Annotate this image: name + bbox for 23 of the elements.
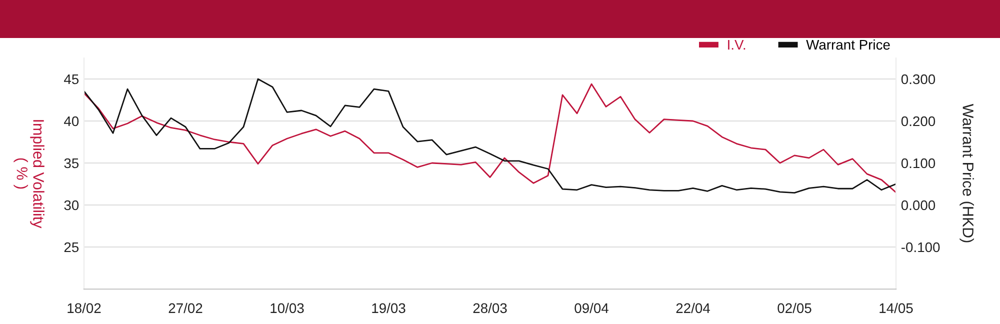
y-tick-label: 40 — [64, 116, 79, 126]
x-tick-label: 27/02 — [168, 302, 202, 314]
y2-tick-label: 0.100 — [901, 158, 936, 168]
y-tick-label: 35 — [64, 158, 79, 168]
x-tick-label: 10/03 — [270, 302, 304, 314]
legend-label: I.V. — [728, 40, 746, 50]
y-tick-label: 25 — [64, 242, 79, 252]
x-tick-label: 09/04 — [574, 302, 608, 314]
x-tick-label: 02/05 — [778, 302, 812, 314]
x-tick-label: 19/03 — [372, 302, 406, 314]
y2-tick-label: 0.200 — [901, 116, 936, 126]
x-tick-label: 18/02 — [68, 302, 101, 314]
y-tick-label: 45 — [64, 74, 79, 84]
y-axis-title: Implied Volatility ( % ) — [14, 120, 44, 228]
x-tick-label: 14/05 — [880, 302, 913, 314]
y2-tick-label: 0.000 — [901, 200, 936, 210]
y2-axis-title: Warrant Price (HKD) — [960, 104, 974, 242]
x-tick-label: 22/04 — [676, 302, 710, 314]
x-tick-label: 28/03 — [473, 302, 507, 314]
y2-tick-label: 0.300 — [901, 74, 936, 84]
legend-label: Warrant Price — [806, 39, 890, 50]
y2-tick-label: -0.100 — [901, 242, 940, 252]
y-tick-label: 30 — [64, 200, 79, 210]
